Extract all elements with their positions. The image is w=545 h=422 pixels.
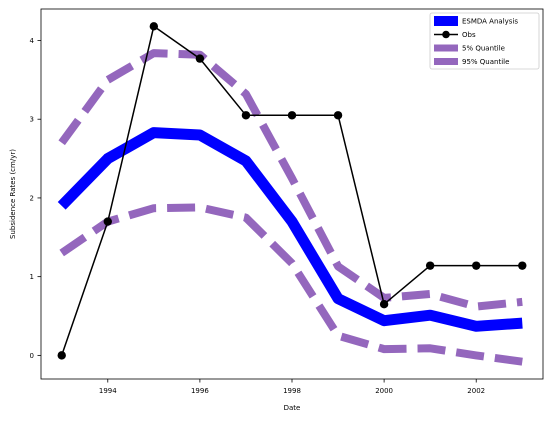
x-tick-label: 1998 [283,387,301,395]
x-tick-label: 1994 [99,387,117,395]
obs-point [379,300,389,309]
legend-label: 5% Quantile [462,45,505,53]
obs-point [103,217,112,226]
axis-layer: 1994 1996 1998 2000 2002 0 1 2 3 4 [30,37,486,395]
series-line-esmda-analysis [57,127,523,332]
obs-point [425,261,435,270]
x-axis-label: Date [284,404,301,412]
obs-point [518,261,527,270]
legend-item-obs: Obs [434,30,476,39]
legend-box [429,12,540,70]
y-tick-label: 2 [30,194,34,202]
obs-point [149,22,159,31]
legend-marker [442,30,450,39]
obs-point [241,111,251,120]
legend-label: Obs [462,31,476,39]
x-tick-label: 1996 [191,387,209,395]
y-tick-label: 0 [30,352,34,360]
legend-label: ESMDA Analysis [462,18,518,26]
series-line-5-quantile [59,203,523,366]
obs-point [287,111,297,120]
series-line-95-quantile [58,49,523,311]
x-tick-label: 2000 [375,387,393,395]
plot-frame [40,8,544,380]
obs-point [195,54,205,63]
obs-point [472,261,481,270]
y-tick-label: 3 [30,116,34,124]
legend-label: 95% Quantile [462,58,509,66]
legend-item-esmda-analysis: ESMDA Analysis [434,16,518,26]
y-tick-label: 4 [30,37,35,45]
x-tick-label: 2002 [467,387,485,395]
obs-point [333,111,343,120]
obs-point [57,351,66,360]
legend-item-5-quantile: 5% Quantile [434,44,505,53]
legend-item-95-quantile: 95% Quantile [434,58,509,66]
series-layer [57,22,527,366]
y-axis-label: Subsidence Rates (cm/yr) [9,149,17,239]
legend: ESMDA Analysis Obs 5% Quantile 95% Quantile [429,12,540,70]
y-tick-label: 1 [30,273,34,281]
